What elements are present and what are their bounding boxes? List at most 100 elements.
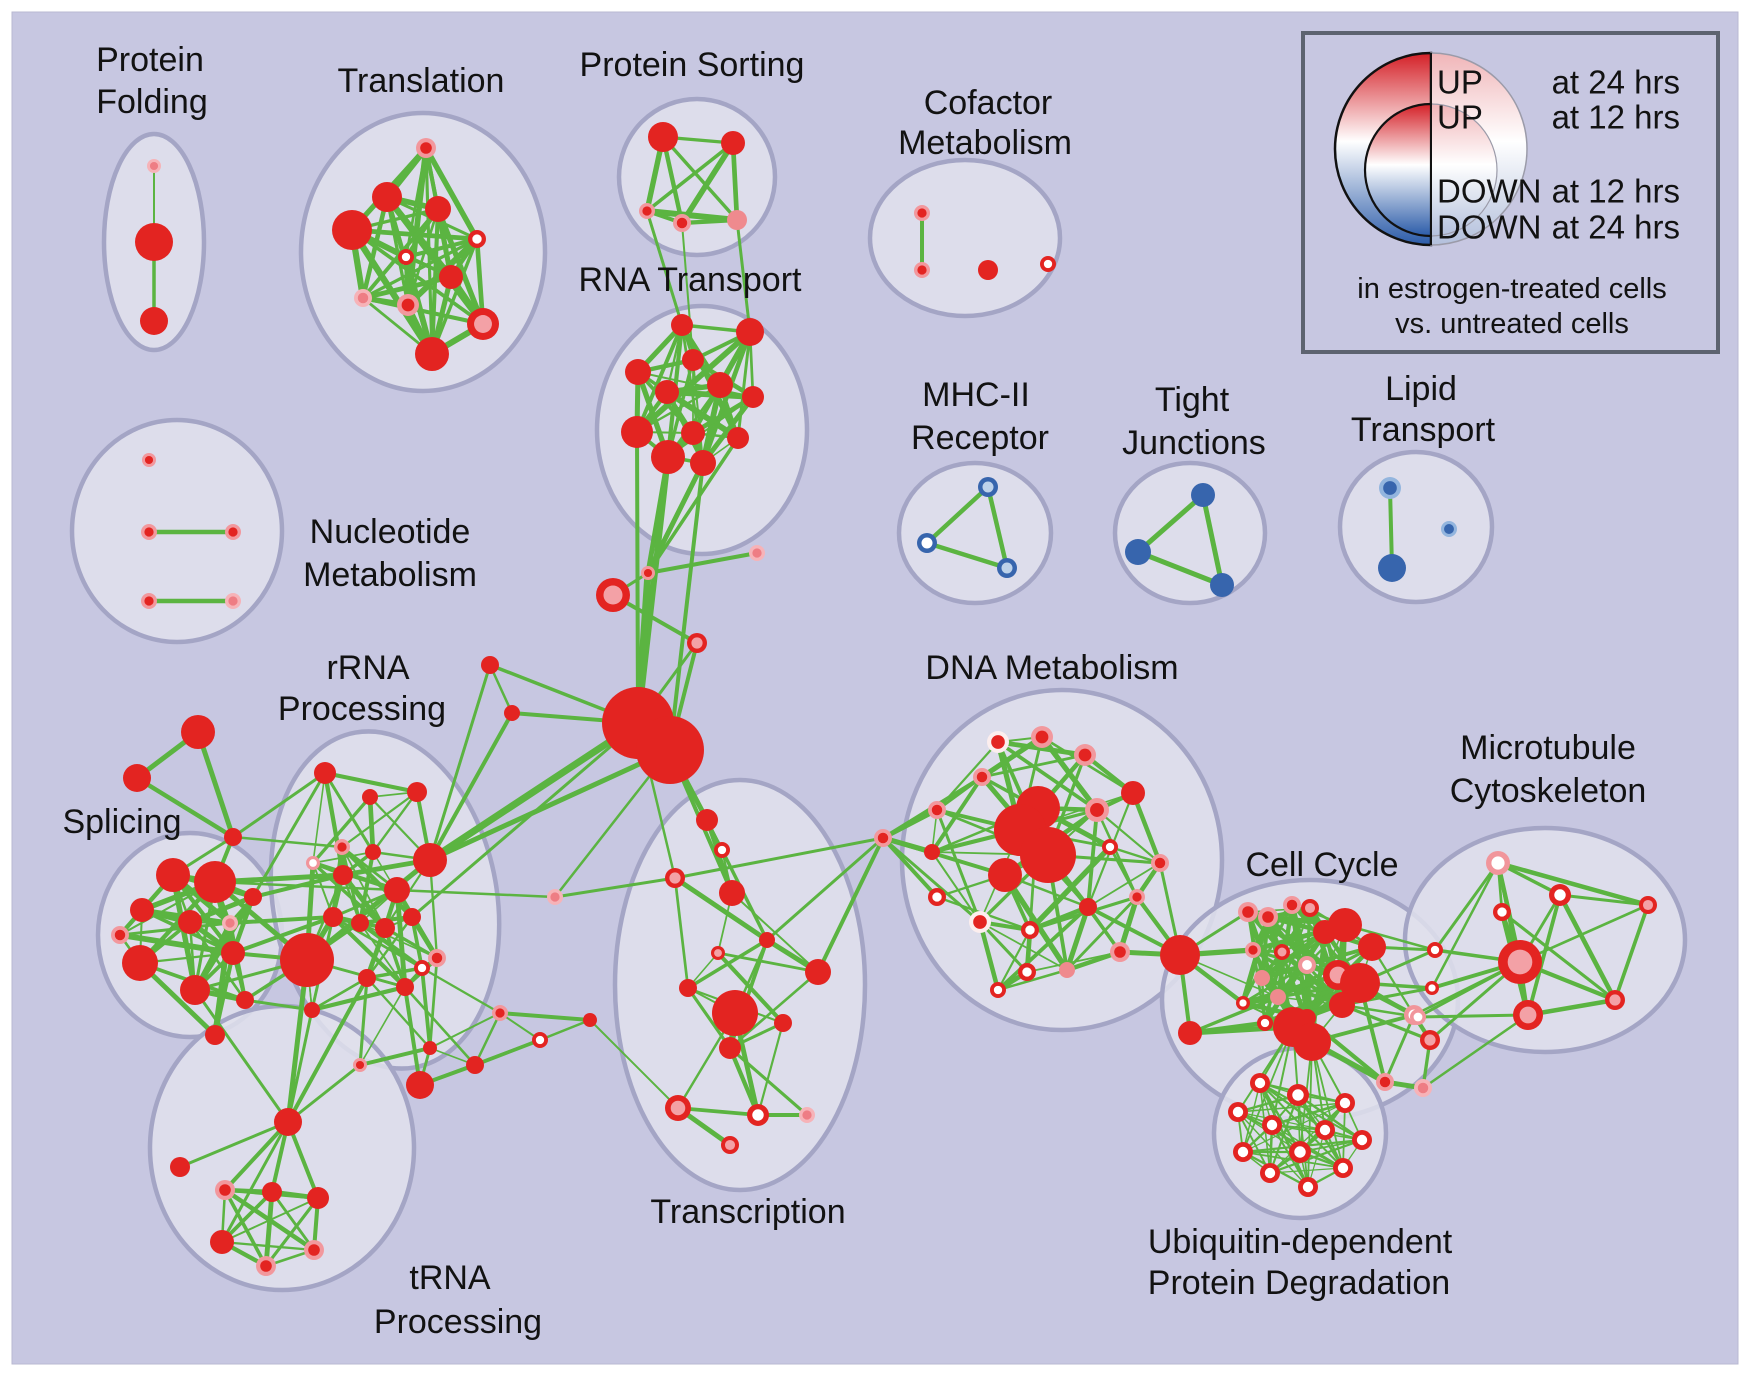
network-node-core bbox=[1337, 1162, 1349, 1174]
network-node-core bbox=[917, 265, 927, 275]
network-node bbox=[181, 715, 215, 749]
network-edge bbox=[1500, 910, 1617, 1002]
network-edge bbox=[251, 873, 345, 899]
cluster-label-lipid-transport: Lipid bbox=[1385, 370, 1457, 408]
network-edge bbox=[311, 795, 372, 865]
network-node bbox=[130, 898, 154, 922]
network-edge bbox=[323, 771, 375, 854]
network-edge bbox=[668, 461, 705, 752]
network-node bbox=[1079, 898, 1097, 916]
network-edge bbox=[1130, 790, 1163, 866]
network-edge bbox=[221, 1197, 319, 1243]
network-node bbox=[1329, 992, 1355, 1018]
network-node bbox=[365, 844, 381, 860]
network-edge bbox=[310, 860, 400, 893]
network-node bbox=[384, 877, 410, 903]
network-node-core bbox=[1356, 1134, 1368, 1146]
network-node-core bbox=[1302, 1181, 1314, 1193]
network-node-core bbox=[1090, 803, 1104, 817]
network-edge bbox=[996, 968, 1069, 992]
network-node-core bbox=[752, 1109, 764, 1121]
network-edge bbox=[428, 663, 492, 862]
network-node bbox=[135, 223, 173, 261]
legend-ring-12hrs-left bbox=[1363, 102, 1433, 238]
network-edge bbox=[251, 771, 327, 899]
network-edge bbox=[285, 957, 310, 1125]
network-node-core bbox=[931, 804, 943, 816]
network-node-core bbox=[1043, 259, 1053, 269]
cluster-label-cofactor-metabolism: Metabolism bbox=[898, 124, 1072, 162]
cluster-label-microtubule-cytoskeleton: Cytoskeleton bbox=[1450, 772, 1647, 810]
network-edge bbox=[539, 1019, 591, 1041]
network-node-core bbox=[1424, 1034, 1436, 1046]
network-edge bbox=[1613, 903, 1650, 1002]
network-node bbox=[423, 1041, 437, 1055]
network-node-core bbox=[149, 161, 159, 171]
network-node-core bbox=[355, 1060, 365, 1070]
network-edge bbox=[881, 836, 939, 899]
network-node bbox=[721, 131, 745, 155]
network-edge bbox=[231, 915, 335, 955]
network-edge bbox=[423, 145, 480, 242]
network-node bbox=[679, 979, 697, 997]
legend-direction-label: DOWN bbox=[1437, 173, 1541, 210]
cluster-label-rna-transport: RNA Transport bbox=[579, 261, 803, 299]
network-node bbox=[727, 427, 749, 449]
network-node bbox=[719, 880, 745, 906]
network-node-core bbox=[973, 915, 987, 929]
network-node-core bbox=[337, 842, 347, 852]
network-node-core bbox=[670, 1100, 686, 1116]
network-edge bbox=[365, 976, 432, 1050]
network-edge bbox=[816, 836, 885, 974]
network-node bbox=[651, 440, 685, 474]
network-node-core bbox=[877, 832, 889, 844]
network-node-core bbox=[1554, 889, 1566, 901]
network-edge bbox=[700, 394, 756, 466]
network-edge bbox=[383, 926, 407, 989]
network-node bbox=[122, 945, 158, 981]
network-node bbox=[156, 858, 190, 892]
network-edge bbox=[361, 237, 479, 300]
network-node bbox=[244, 888, 262, 906]
network-node bbox=[1059, 962, 1075, 978]
network-node-core bbox=[1428, 984, 1436, 992]
network-node-core bbox=[1294, 1146, 1306, 1158]
cluster-tight-junctions-region bbox=[1112, 460, 1268, 606]
network-node-core bbox=[1413, 1012, 1423, 1022]
network-edge bbox=[996, 928, 1032, 992]
network-node bbox=[924, 844, 940, 860]
network-node-core bbox=[1491, 856, 1505, 870]
network-node bbox=[375, 918, 395, 938]
network-edge bbox=[728, 1046, 809, 1117]
network-edge bbox=[310, 985, 407, 1012]
network-node bbox=[205, 1025, 225, 1045]
network-node bbox=[712, 990, 758, 1036]
network-edge bbox=[924, 484, 991, 546]
cluster-transcription-region bbox=[612, 777, 868, 1193]
network-node-core bbox=[676, 217, 688, 229]
network-edge bbox=[427, 747, 673, 863]
network-node bbox=[625, 359, 651, 385]
network-edge bbox=[270, 1190, 316, 1252]
network-edge bbox=[426, 719, 642, 864]
network-edge bbox=[383, 926, 439, 960]
network-node bbox=[332, 210, 372, 250]
network-node-core bbox=[1266, 1119, 1278, 1131]
cluster-microtubule-cytoskeleton-region bbox=[1402, 825, 1688, 1055]
network-edge bbox=[978, 920, 1029, 974]
network-edge bbox=[736, 330, 752, 440]
network-edge bbox=[420, 966, 502, 1015]
network-node-core bbox=[991, 735, 1005, 749]
network-node bbox=[358, 969, 376, 987]
network-edge bbox=[498, 1011, 592, 1022]
network-edge bbox=[1311, 1041, 1344, 1169]
network-node-core bbox=[228, 527, 238, 537]
network-node-core bbox=[260, 1260, 272, 1272]
network-node bbox=[707, 372, 733, 398]
network-edge bbox=[735, 218, 752, 334]
network-edge bbox=[646, 551, 759, 575]
network-node bbox=[690, 450, 716, 476]
network-node bbox=[314, 762, 336, 784]
network-edge bbox=[672, 875, 770, 943]
network-edge bbox=[1263, 950, 1284, 1025]
